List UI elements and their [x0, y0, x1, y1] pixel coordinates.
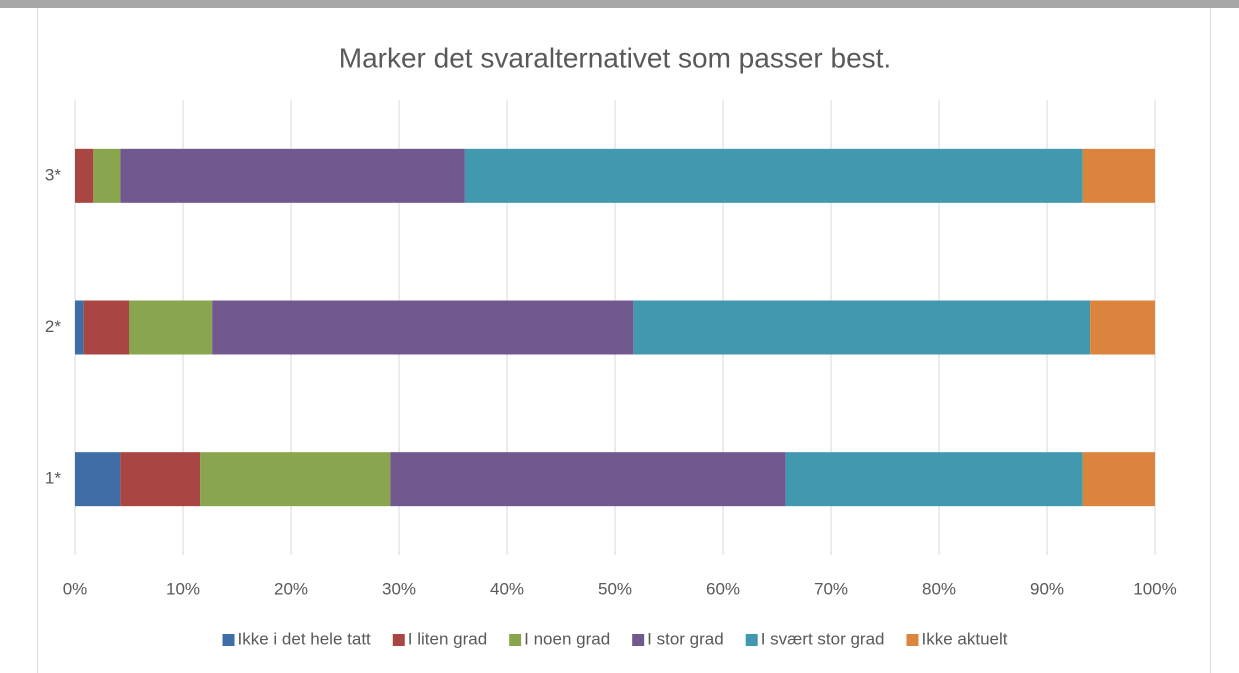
legend-swatch [906, 634, 919, 646]
bar-segment [93, 148, 121, 203]
bar-segment [1090, 300, 1155, 355]
legend-swatch [222, 634, 235, 646]
bar-segment [200, 452, 391, 507]
y-tick-label: 3* [45, 165, 61, 184]
bar-segment [75, 300, 84, 355]
bar-segment [785, 452, 1083, 507]
bar-segment [129, 300, 213, 355]
legend-label: I noen grad [524, 629, 610, 648]
x-tick-label: 90% [1030, 579, 1064, 598]
x-tick-label: 20% [274, 579, 308, 598]
legend-label: I liten grad [408, 629, 487, 648]
x-tick-label: 100% [1133, 579, 1176, 598]
chart-title: Marker det svaralternativet som passer b… [339, 42, 891, 73]
x-tick-label: 30% [382, 579, 416, 598]
x-tick-label: 10% [166, 579, 200, 598]
top-border [0, 0, 1239, 8]
legend-swatch [509, 634, 522, 646]
x-tick-label: 0% [63, 579, 88, 598]
bar-segment [212, 300, 634, 355]
x-tick-label: 80% [922, 579, 956, 598]
legend-label: I stor grad [647, 629, 724, 648]
legend-label: I svært stor grad [761, 629, 885, 648]
bar-segment [75, 452, 121, 507]
x-tick-label: 70% [814, 579, 848, 598]
bar-segment [464, 148, 1083, 203]
bar-segment [120, 452, 201, 507]
y-tick-label: 1* [45, 469, 61, 488]
x-tick-label: 60% [706, 579, 740, 598]
bar-segment [390, 452, 786, 507]
bar-segment [75, 148, 94, 203]
bar-segment [83, 300, 129, 355]
x-tick-label: 50% [598, 579, 632, 598]
y-tick-label: 2* [45, 317, 61, 336]
x-tick-label: 40% [490, 579, 524, 598]
bar-segment [1082, 148, 1155, 203]
bar-segment [1082, 452, 1155, 507]
bar-segment [120, 148, 465, 203]
legend-swatch [745, 634, 758, 646]
legend-swatch [632, 634, 645, 646]
legend-label: Ikke i det hele tatt [238, 629, 372, 648]
legend-label: Ikke aktuelt [921, 629, 1007, 648]
legend-swatch [392, 634, 405, 646]
bar-segment [633, 300, 1091, 355]
